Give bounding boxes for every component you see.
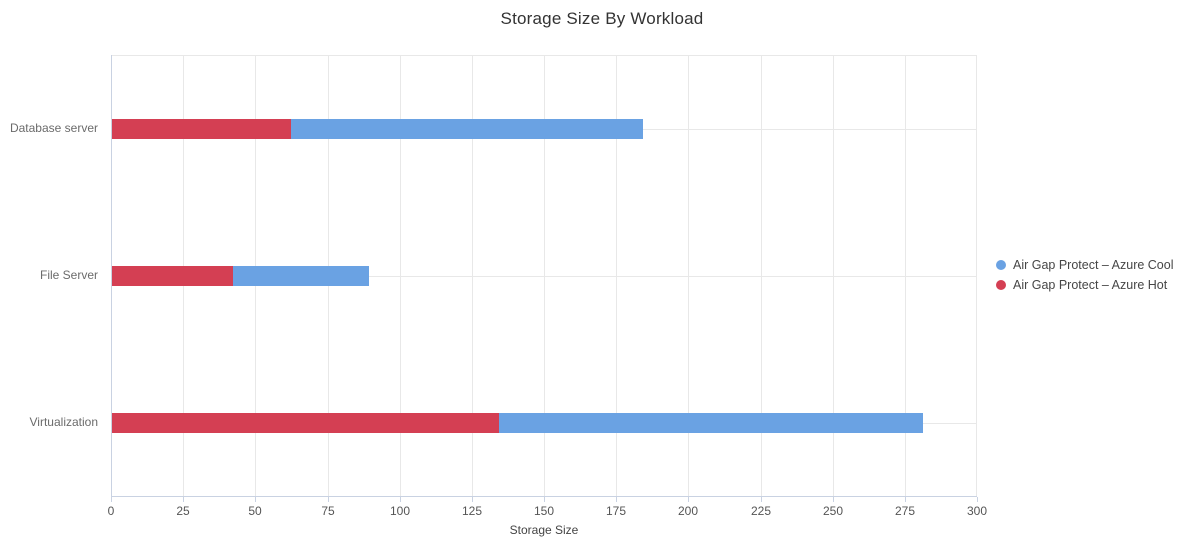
x-tick-label: 150 <box>533 504 555 518</box>
x-axis-tick <box>688 497 689 502</box>
x-axis-tick <box>472 497 473 502</box>
x-tick-label: 275 <box>894 504 916 518</box>
x-axis-tick <box>328 497 329 502</box>
x-axis-tick <box>977 497 978 502</box>
x-axis-line <box>111 496 977 497</box>
x-axis-title: Storage Size <box>509 523 579 537</box>
plot-area <box>111 55 977 497</box>
x-tick-label: 25 <box>176 504 190 518</box>
category-label-database-server: Database server <box>9 121 98 135</box>
y-axis-line <box>111 55 112 497</box>
x-tick-label: 125 <box>461 504 483 518</box>
x-tick-label: 200 <box>677 504 699 518</box>
category-label-virtualization: Virtualization <box>29 415 98 429</box>
chart-title: Storage Size By Workload <box>500 9 704 28</box>
bar-database-server-air-gap-protect-azure-cool[interactable] <box>291 119 643 139</box>
legend-marker-icon <box>996 260 1006 270</box>
x-axis-tick <box>400 497 401 502</box>
bar-database-server-air-gap-protect-azure-hot[interactable] <box>112 119 291 139</box>
x-axis-tick <box>761 497 762 502</box>
x-axis-tick <box>616 497 617 502</box>
x-tick-label: 50 <box>248 504 262 518</box>
x-axis-tick <box>905 497 906 502</box>
legend-item-air-gap-protect-azure-cool[interactable]: Air Gap Protect – Azure Cool <box>996 256 1174 274</box>
legend-marker-icon <box>996 280 1006 290</box>
bar-virtualization-air-gap-protect-azure-hot[interactable] <box>112 413 499 433</box>
x-axis-tick <box>183 497 184 502</box>
x-tick-label: 250 <box>822 504 844 518</box>
x-axis-tick <box>833 497 834 502</box>
x-tick-label: 75 <box>321 504 335 518</box>
x-axis-tick <box>111 497 112 502</box>
gridline-horizontal <box>111 276 977 277</box>
bar-file-server-air-gap-protect-azure-hot[interactable] <box>112 266 233 286</box>
x-tick-label: 225 <box>750 504 772 518</box>
bar-virtualization-air-gap-protect-azure-cool[interactable] <box>499 413 923 433</box>
x-axis-tick <box>544 497 545 502</box>
legend-item-air-gap-protect-azure-hot[interactable]: Air Gap Protect – Azure Hot <box>996 276 1174 294</box>
legend-label: Air Gap Protect – Azure Cool <box>1013 258 1174 272</box>
x-tick-label: 300 <box>966 504 988 518</box>
category-label-file-server: File Server <box>39 268 98 282</box>
legend-label: Air Gap Protect – Azure Hot <box>1013 278 1168 292</box>
x-tick-label: 175 <box>605 504 627 518</box>
x-tick-label: 100 <box>389 504 411 518</box>
x-axis-tick <box>255 497 256 502</box>
legend: Air Gap Protect – Azure Cool Air Gap Prot… <box>996 256 1174 294</box>
bar-file-server-air-gap-protect-azure-cool[interactable] <box>233 266 369 286</box>
x-tick-label: 0 <box>107 504 115 518</box>
